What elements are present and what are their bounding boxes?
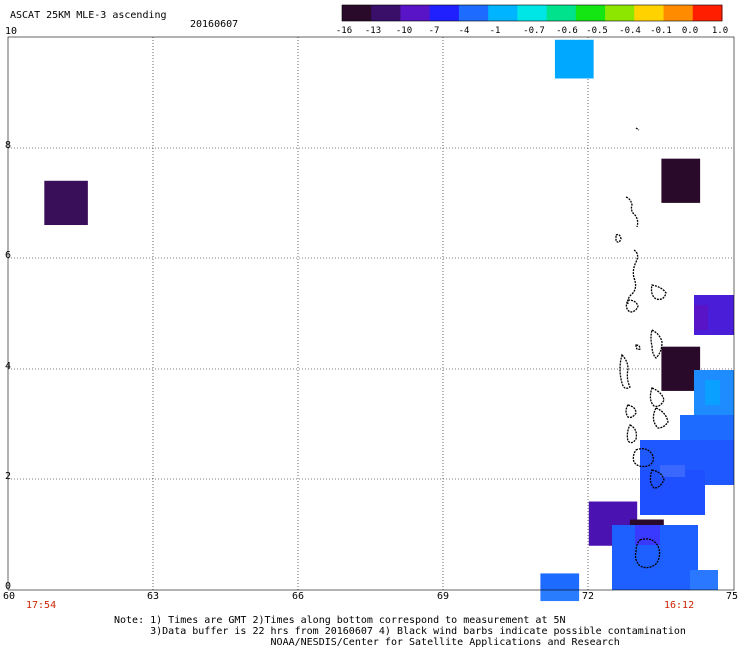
colorbar-label: -0.7 (523, 26, 545, 36)
y-axis-label: 4 (5, 361, 12, 372)
map-date: 20160607 (190, 19, 239, 30)
colorbar-swatch (488, 5, 518, 21)
island-outline (649, 387, 665, 408)
swath-cell (694, 305, 708, 330)
notes: Note: 1) Times are GMT 2)Times along bot… (114, 615, 686, 648)
island-outline (625, 196, 639, 228)
x-axis-label: 75 (726, 591, 739, 602)
colorbar-swatch (517, 5, 548, 21)
island-outline (625, 299, 639, 313)
island-outline (634, 538, 661, 569)
colorbar-swatch (634, 5, 665, 21)
wind-cell (661, 158, 701, 203)
colorbar-swatch (692, 5, 723, 21)
colorbar-label: -10 (395, 26, 413, 36)
map-title: ASCAT 25KM MLE-3 ascending (10, 10, 167, 21)
swath-cell (660, 465, 685, 477)
swath-cell (705, 380, 720, 405)
colorbar-label: -0.5 (586, 26, 608, 36)
colorbar-swatch (605, 5, 635, 21)
colorbar-swatch (400, 5, 431, 21)
colorbar-swatch (546, 5, 577, 21)
island-outline (615, 233, 622, 243)
x-axis-label: 72 (582, 591, 595, 602)
colorbar-swatch (663, 5, 694, 21)
colorbar-swatch (342, 5, 372, 21)
island-outline (635, 127, 640, 131)
x-axis-label: 63 (147, 591, 160, 602)
colorbar-label: -0.1 (650, 26, 672, 36)
colorbar-label: -16 (335, 26, 353, 36)
plot-frame (7, 36, 735, 591)
island-outline (650, 329, 663, 359)
colorbar-swatch (371, 5, 401, 21)
wind-cell (629, 519, 664, 528)
note-line: NOAA/NESDIS/Center for Satellite Applica… (114, 637, 620, 648)
colorbar-swatch (458, 5, 489, 21)
y-axis-label: 0 (5, 581, 12, 592)
island-outline (650, 284, 667, 301)
swath-blue (612, 295, 734, 590)
colorbar-label: 0.0 (681, 26, 699, 36)
x-axis-label: 66 (292, 591, 305, 602)
colorbar-label: -0.6 (556, 26, 578, 36)
note-line: 3)Data buffer is 22 hrs from 20160607 4)… (114, 626, 686, 637)
y-axis-label: 2 (5, 471, 12, 482)
swath-cell (690, 570, 718, 590)
wind-cell (540, 590, 580, 602)
island-outline (635, 344, 641, 351)
y-axis-label: 8 (5, 140, 12, 151)
colorbar-label: -4 (458, 26, 470, 36)
island-outline (626, 424, 638, 444)
island-outline (619, 353, 631, 389)
island-outlines (615, 127, 669, 569)
wind-cell (554, 39, 594, 79)
island-outline (632, 448, 654, 468)
x-axis-label: 60 (3, 591, 16, 602)
gridlines (8, 37, 734, 590)
y-axis-label: 10 (5, 26, 18, 37)
colorbar-label: -1 (489, 26, 501, 36)
colorbar-frame (341, 4, 723, 22)
y-axis-label: 6 (5, 250, 12, 261)
x-axis-label: 69 (437, 591, 450, 602)
colorbar-label: -0.4 (619, 26, 641, 36)
wind-cell (661, 346, 701, 391)
colorbar-label: -7 (428, 26, 440, 36)
colorbar (341, 4, 723, 22)
island-outline (652, 407, 669, 429)
plot-area (8, 37, 734, 590)
colorbar-label: 1.0 (711, 26, 729, 36)
wind-cell (44, 180, 88, 226)
swath-cell (640, 470, 705, 515)
wind-cell (540, 573, 580, 590)
time-label-left: 17:54 (26, 600, 57, 611)
colorbar-swatch (575, 5, 606, 21)
colorbar-label: -13 (364, 26, 382, 36)
time-label-right: 16:12 (664, 600, 695, 611)
note-line: Note: 1) Times are GMT 2)Times along bot… (114, 615, 566, 626)
island-outline (625, 404, 637, 419)
colorbar-swatch (429, 5, 460, 21)
